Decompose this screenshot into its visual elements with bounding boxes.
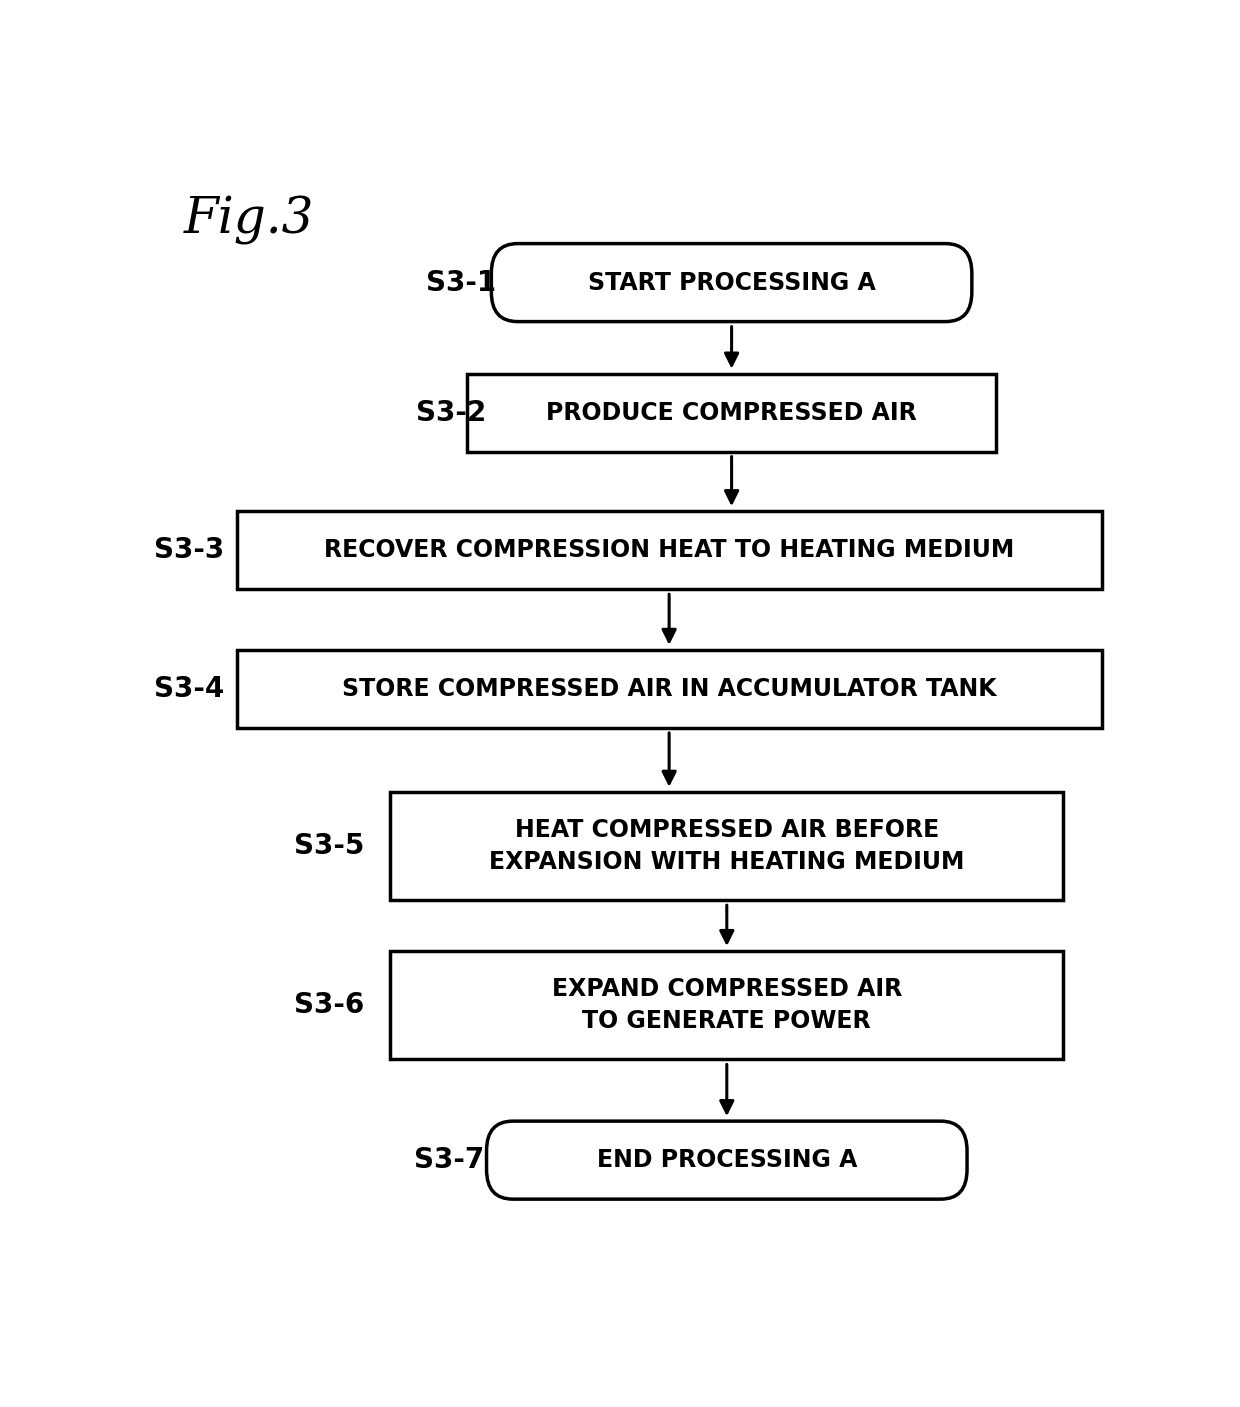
FancyBboxPatch shape: [237, 650, 1101, 727]
Text: PRODUCE COMPRESSED AIR: PRODUCE COMPRESSED AIR: [547, 401, 916, 425]
FancyBboxPatch shape: [467, 374, 996, 452]
Text: END PROCESSING A: END PROCESSING A: [596, 1148, 857, 1172]
Text: S3-4: S3-4: [154, 675, 224, 704]
Text: S3-5: S3-5: [294, 832, 365, 860]
Text: RECOVER COMPRESSION HEAT TO HEATING MEDIUM: RECOVER COMPRESSION HEAT TO HEATING MEDI…: [324, 539, 1014, 563]
FancyBboxPatch shape: [237, 511, 1101, 590]
FancyBboxPatch shape: [391, 951, 1063, 1059]
Text: S3-7: S3-7: [414, 1147, 485, 1175]
Text: START PROCESSING A: START PROCESSING A: [588, 270, 875, 294]
Text: S3-6: S3-6: [294, 991, 365, 1019]
FancyBboxPatch shape: [491, 243, 972, 322]
Text: S3-2: S3-2: [417, 398, 486, 426]
Text: Fig.3: Fig.3: [184, 196, 314, 245]
FancyBboxPatch shape: [391, 792, 1063, 900]
Text: S3-3: S3-3: [154, 536, 224, 564]
Text: S3-1: S3-1: [427, 269, 496, 297]
FancyBboxPatch shape: [486, 1121, 967, 1199]
Text: STORE COMPRESSED AIR IN ACCUMULATOR TANK: STORE COMPRESSED AIR IN ACCUMULATOR TANK: [342, 677, 997, 701]
Text: HEAT COMPRESSED AIR BEFORE
EXPANSION WITH HEATING MEDIUM: HEAT COMPRESSED AIR BEFORE EXPANSION WIT…: [489, 817, 965, 874]
Text: EXPAND COMPRESSED AIR
TO GENERATE POWER: EXPAND COMPRESSED AIR TO GENERATE POWER: [552, 978, 901, 1033]
